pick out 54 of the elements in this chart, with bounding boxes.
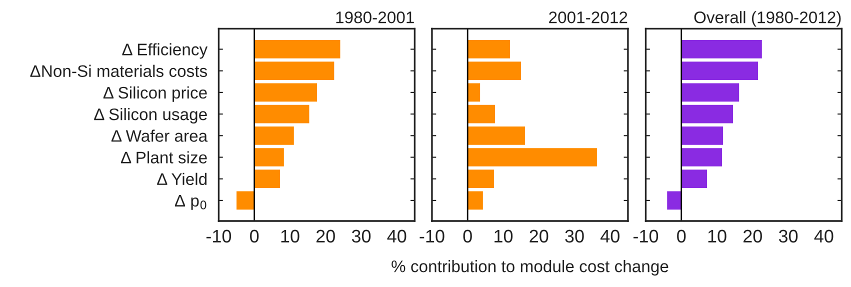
y-tick-label: Δ p$_{0}$ bbox=[174, 194, 206, 210]
bar bbox=[236, 191, 254, 210]
chart-title: 1980-2001 bbox=[336, 12, 414, 24]
x-tick-label: 40 bbox=[600, 230, 620, 243]
bar bbox=[468, 83, 480, 102]
bar bbox=[681, 40, 762, 58]
bar bbox=[681, 104, 734, 124]
bar bbox=[468, 62, 522, 80]
x-tick-label: 0 bbox=[463, 230, 472, 243]
y-tick-label: ΔNon-Si materials costs bbox=[30, 64, 207, 78]
chart-title: Overall (1980-2012) bbox=[694, 11, 841, 27]
x-tick-label: 30 bbox=[778, 230, 798, 243]
x-tick-label: 20 bbox=[530, 230, 548, 243]
x-tick-label: 0 bbox=[250, 230, 259, 243]
x-tick-label: 40 bbox=[814, 230, 834, 243]
bar bbox=[254, 170, 280, 188]
x-tick-label: 0 bbox=[677, 230, 686, 243]
bar bbox=[254, 40, 340, 58]
x-tick-label: 30 bbox=[565, 230, 584, 243]
x-tick-label: -10 bbox=[420, 230, 444, 243]
x-tick-label: 10 bbox=[281, 230, 300, 243]
y-tick-label: Δ Wafer area bbox=[111, 130, 208, 142]
bar bbox=[254, 83, 318, 102]
x-tick-label: -10 bbox=[206, 230, 232, 243]
y-tick-label: Δ Efficiency bbox=[122, 43, 208, 59]
bar bbox=[468, 104, 496, 124]
y-tick-label: Δ Silicon price bbox=[103, 86, 207, 102]
bar bbox=[681, 62, 758, 80]
chart-title: 2001-2012 bbox=[549, 12, 628, 24]
x-tick-label: 20 bbox=[316, 230, 335, 243]
bar bbox=[667, 191, 682, 210]
bar bbox=[468, 170, 494, 188]
bar bbox=[254, 148, 284, 166]
bar bbox=[468, 191, 483, 210]
y-tick-label: Δ Yield bbox=[157, 172, 207, 186]
bar bbox=[254, 104, 310, 124]
x-tick-label: 10 bbox=[708, 230, 726, 243]
x-tick-label: -10 bbox=[633, 230, 658, 243]
x-axis-title: % contribution to module cost change bbox=[392, 260, 668, 276]
x-tick-label: 10 bbox=[494, 230, 513, 243]
bar bbox=[468, 126, 525, 145]
bar bbox=[681, 83, 740, 102]
y-tick-label: Δ Silicon usage bbox=[94, 108, 207, 124]
bar bbox=[681, 126, 724, 145]
x-tick-label: 40 bbox=[387, 230, 406, 243]
x-tick-label: 30 bbox=[352, 230, 371, 243]
x-tick-label: 20 bbox=[744, 230, 762, 243]
y-tick-label: Δ Plant size bbox=[120, 151, 207, 164]
bar bbox=[468, 148, 597, 166]
bar bbox=[681, 148, 722, 166]
bar bbox=[254, 126, 294, 145]
bar bbox=[254, 62, 334, 80]
bar bbox=[681, 170, 708, 188]
bar bbox=[468, 40, 510, 58]
